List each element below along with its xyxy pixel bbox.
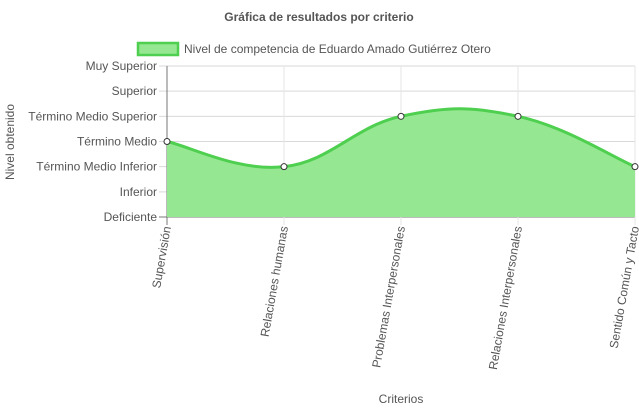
y-tick-label: Término Medio bbox=[77, 135, 157, 149]
x-tick-label: Supervisión bbox=[149, 225, 174, 289]
data-point[interactable] bbox=[280, 163, 288, 171]
series-area-fill bbox=[167, 108, 635, 217]
legend-swatch bbox=[136, 41, 180, 57]
x-tick-label: Relaciones Interpersonales bbox=[486, 225, 525, 371]
y-tick-labels: Deficiente Inferior Término Medio Inferior… bbox=[28, 59, 157, 224]
legend-label: Nivel de competencia de Eduardo Amado Gu… bbox=[184, 42, 491, 56]
y-tick-label: Término Medio Inferior bbox=[36, 160, 157, 174]
y-tick-label: Superior bbox=[112, 84, 157, 98]
x-tick-label: Relaciones humanas bbox=[258, 225, 291, 338]
y-tick-label: Muy Superior bbox=[86, 59, 157, 73]
y-tick-label: Inferior bbox=[120, 185, 157, 199]
x-axis-label: Criterios bbox=[379, 392, 424, 406]
data-point[interactable] bbox=[631, 163, 639, 171]
y-axis-label: Nivel obtenido bbox=[3, 104, 17, 180]
x-tick-label: Sentido Común y Tacto bbox=[607, 225, 639, 350]
y-tick-label: Deficiente bbox=[104, 210, 158, 224]
data-point[interactable] bbox=[163, 138, 171, 145]
x-tick-label: Problemas Interpersonales bbox=[369, 225, 408, 369]
area-series bbox=[166, 107, 636, 217]
data-point[interactable] bbox=[397, 112, 405, 120]
x-tick-labels: Supervisión Relaciones humanas Problemas I… bbox=[149, 225, 639, 371]
legend[interactable]: Nivel de competencia de Eduardo Amado Gu… bbox=[136, 41, 491, 57]
data-points bbox=[163, 112, 639, 171]
y-tick-label: Término Medio Superior bbox=[28, 109, 157, 123]
data-point[interactable] bbox=[514, 112, 522, 120]
chart-title: Gráfica de resultados por criterio bbox=[224, 10, 413, 24]
